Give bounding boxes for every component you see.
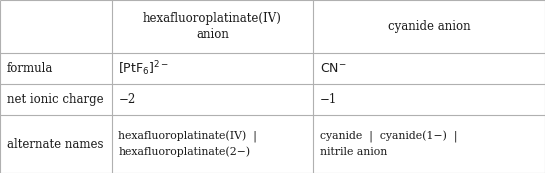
Text: −2: −2: [118, 93, 136, 106]
Text: hexafluoroplatinate(IV)  |
hexafluoroplatinate(2−): hexafluoroplatinate(IV) | hexafluoroplat…: [118, 131, 257, 157]
Text: cyanide  |  cyanide(1−)  |
nitrile anion: cyanide | cyanide(1−) | nitrile anion: [320, 131, 457, 157]
Text: alternate names: alternate names: [7, 138, 103, 151]
Text: formula: formula: [7, 62, 53, 75]
Text: cyanide anion: cyanide anion: [388, 20, 470, 33]
Text: $[\mathrm{PtF}_6]^{2-}$: $[\mathrm{PtF}_6]^{2-}$: [118, 59, 169, 78]
Text: $\mathrm{CN}^{-}$: $\mathrm{CN}^{-}$: [320, 62, 347, 75]
Text: −1: −1: [320, 93, 337, 106]
Text: net ionic charge: net ionic charge: [7, 93, 103, 106]
Text: hexafluoroplatinate(IV)
anion: hexafluoroplatinate(IV) anion: [143, 12, 282, 41]
